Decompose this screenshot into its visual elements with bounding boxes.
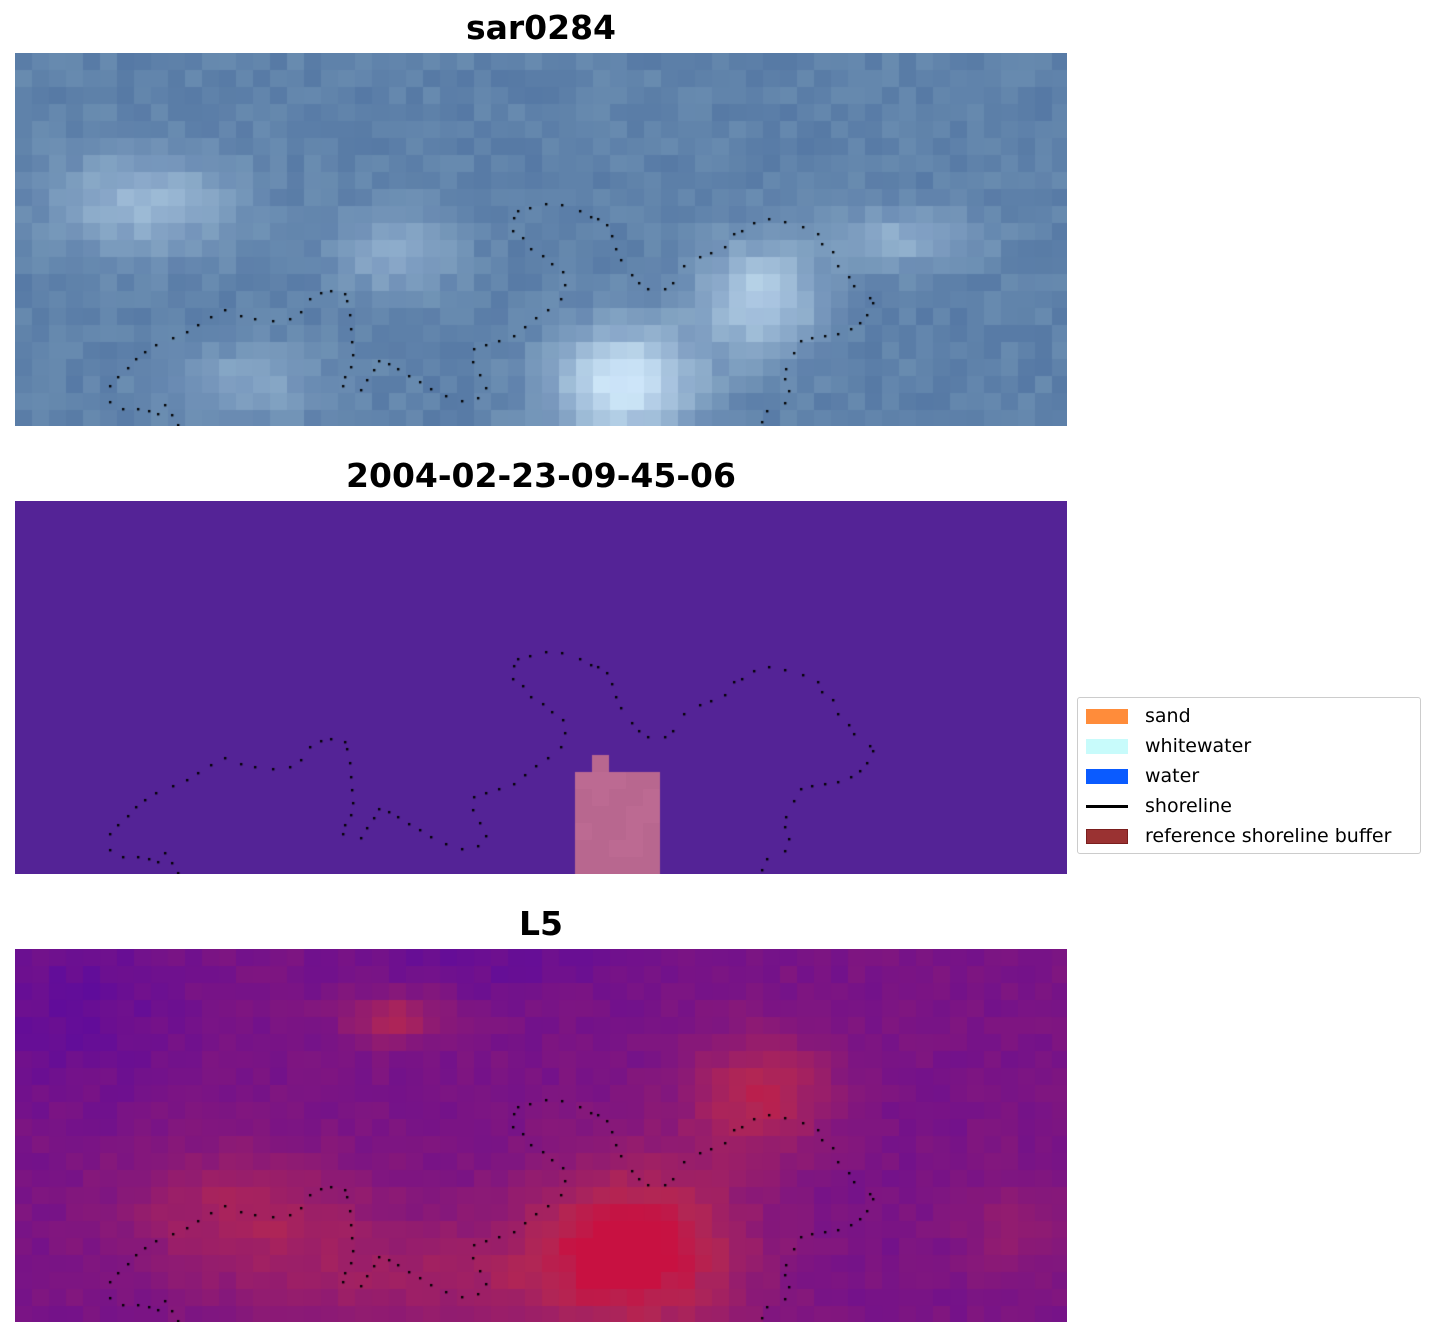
panel-title-index: L5 [519,904,563,943]
water-swatch [1086,769,1128,784]
classified-image-panel [15,501,1067,874]
index-image-panel [15,949,1067,1322]
legend: sand whitewater water shoreline referenc… [1077,697,1421,854]
index-image [15,949,1067,1322]
classified-image [15,501,1067,874]
legend-item-sand: sand [1086,705,1416,727]
rgb-image [15,53,1067,426]
sand-swatch [1086,709,1128,724]
whitewater-swatch [1086,739,1128,754]
buffer-swatch [1086,829,1128,844]
legend-label-buffer: reference shoreline buffer [1145,825,1392,847]
panel-title-classified: 2004-02-23-09-45-06 [346,456,736,495]
legend-item-buffer: reference shoreline buffer [1086,825,1416,847]
legend-label-shoreline: shoreline [1145,795,1232,817]
legend-item-whitewater: whitewater [1086,735,1416,757]
legend-label-whitewater: whitewater [1145,735,1252,757]
legend-label-sand: sand [1145,705,1191,727]
legend-item-water: water [1086,765,1416,787]
legend-label-water: water [1145,765,1200,787]
shoreline-line-swatch [1086,805,1128,808]
legend-item-shoreline: shoreline [1086,795,1416,817]
rgb-image-panel [15,53,1067,426]
panel-title-rgb: sar0284 [465,8,617,47]
